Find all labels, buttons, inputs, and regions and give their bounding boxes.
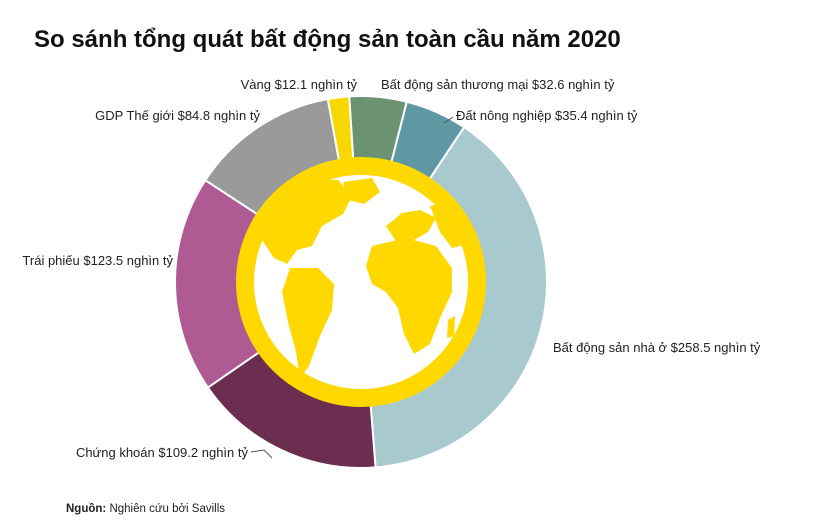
slice-label: Bất động sản nhà ở $258.5 nghìn tỷ bbox=[553, 340, 761, 355]
source-prefix: Nguồn: bbox=[66, 503, 107, 515]
slice-label: Chứng khoán $109.2 nghìn tỷ bbox=[76, 445, 249, 460]
chart-title: So sánh tổng quát bất động sản toàn cầu … bbox=[34, 26, 621, 53]
source-note: Nguồn: Nghiên cứu bởi Savills bbox=[66, 503, 225, 515]
slice-label: Bất động sản thương mại $32.6 nghìn tỷ bbox=[381, 77, 615, 92]
slice-label: Trái phiếu $123.5 nghìn tỷ bbox=[22, 253, 173, 268]
globe-icon bbox=[236, 157, 486, 407]
leader-line bbox=[250, 449, 273, 459]
slice-label: Vàng $12.1 nghìn tỷ bbox=[241, 77, 358, 92]
source-text: Nghiên cứu bởi Savills bbox=[109, 503, 226, 515]
slice-label: Đất nông nghiệp $35.4 nghìn tỷ bbox=[456, 108, 638, 123]
slice-label: GDP Thế giới $84.8 nghìn tỷ bbox=[95, 108, 260, 123]
leader-line bbox=[443, 116, 454, 124]
